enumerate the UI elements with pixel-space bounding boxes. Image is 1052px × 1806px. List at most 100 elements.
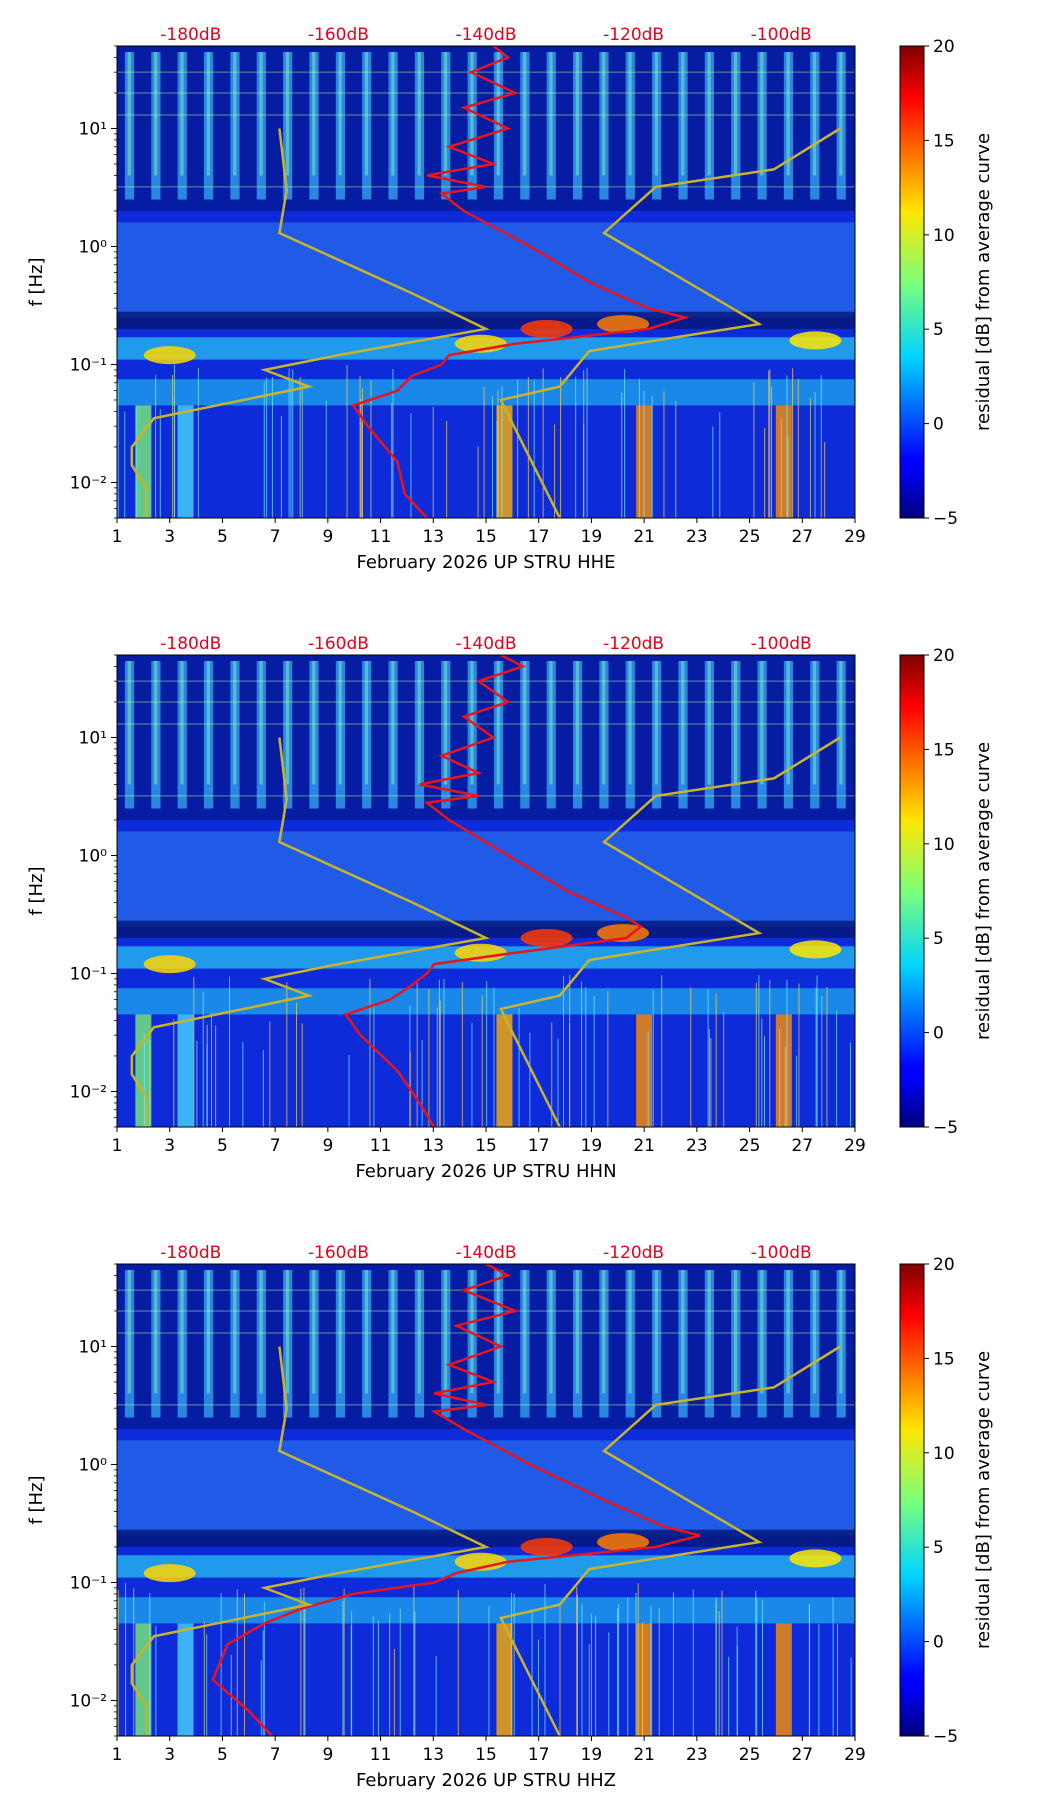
y-tick-label: 10⁻¹ (70, 355, 107, 375)
colorbar-tick-label: 10 (933, 226, 955, 246)
x-tick-label: 7 (270, 527, 281, 547)
x-tick-label: 11 (370, 1745, 392, 1765)
x-tick-label: 25 (739, 1745, 761, 1765)
x-tick-label: 17 (528, 1745, 550, 1765)
x-tick-label: 5 (217, 527, 228, 547)
x-tick-label: 27 (791, 1745, 813, 1765)
heatmap-image (117, 655, 855, 1127)
x-tick-label: 27 (791, 527, 813, 547)
x-tick-label: 13 (422, 1745, 444, 1765)
top-db-label: -160dB (308, 634, 369, 654)
x-tick-label: 15 (475, 1136, 497, 1156)
colorbar-tick-label: 20 (933, 646, 955, 666)
x-tick-label: 17 (528, 527, 550, 547)
colorbar-tick-label: −5 (933, 1118, 958, 1138)
y-tick-label: 10⁻¹ (70, 1573, 107, 1593)
x-tick-label: 5 (217, 1136, 228, 1156)
top-db-label: -100dB (751, 1243, 812, 1263)
x-tick-label: 1 (112, 527, 123, 547)
top-db-label: -160dB (308, 1243, 369, 1263)
top-db-label: -120dB (603, 1243, 664, 1263)
y-tick-label: 10⁰ (79, 237, 108, 257)
x-tick-label: 1 (112, 1136, 123, 1156)
x-tick-label: 1 (112, 1745, 123, 1765)
x-axis-label: February 2026 UP STRU HHN (355, 1161, 616, 1182)
noise-model-curve (130, 1346, 491, 1736)
heatmap-image (117, 1264, 855, 1736)
x-tick-label: 11 (370, 1136, 392, 1156)
x-tick-label: 19 (581, 1136, 603, 1156)
colorbar-label: residual [dB] from average curve (973, 133, 994, 431)
colorbar-gradient (899, 654, 925, 1128)
y-tick-label: 10¹ (79, 119, 107, 139)
y-axis-label: f [Hz] (26, 257, 47, 306)
x-tick-label: 9 (322, 1745, 333, 1765)
colorbar-tick-label: 0 (933, 1024, 944, 1044)
colorbar-gradient (899, 45, 925, 519)
top-db-label: -140dB (455, 634, 516, 654)
colorbar-tick-label: 15 (933, 740, 955, 760)
y-tick-label: 10⁻² (70, 473, 107, 493)
colorbar-gradient (899, 1263, 925, 1737)
x-tick-label: 3 (164, 527, 175, 547)
x-tick-label: 17 (528, 1136, 550, 1156)
x-tick-label: 23 (686, 527, 708, 547)
x-tick-label: 21 (633, 1136, 655, 1156)
x-tick-label: 19 (581, 527, 603, 547)
top-db-label: -180dB (160, 1243, 221, 1263)
x-tick-label: 21 (633, 527, 655, 547)
psd-curve (343, 655, 644, 1127)
top-db-label: -120dB (603, 25, 664, 45)
y-tick-label: 10⁰ (79, 1455, 108, 1475)
top-db-label: -100dB (751, 634, 812, 654)
colorbar-tick-label: 15 (933, 1349, 955, 1369)
top-db-label: -140dB (455, 1243, 516, 1263)
x-tick-label: 9 (322, 1136, 333, 1156)
x-tick-label: 23 (686, 1136, 708, 1156)
x-tick-label: 13 (422, 527, 444, 547)
x-tick-label: 15 (475, 1745, 497, 1765)
colorbar-tick-label: 5 (933, 320, 944, 340)
x-tick-label: 7 (270, 1136, 281, 1156)
psd-curve (211, 1264, 701, 1736)
x-tick-label: 25 (739, 527, 761, 547)
top-db-label: -180dB (160, 634, 221, 654)
colorbar-tick-label: −5 (933, 1727, 958, 1747)
top-db-label: -140dB (455, 25, 516, 45)
colorbar-tick-label: 20 (933, 37, 955, 57)
x-tick-label: 3 (164, 1745, 175, 1765)
colorbar-tick-label: 15 (933, 131, 955, 151)
y-tick-label: 10⁻¹ (70, 964, 107, 984)
x-tick-label: 7 (270, 1745, 281, 1765)
x-tick-label: 11 (370, 527, 392, 547)
x-tick-label: 29 (844, 1136, 866, 1156)
colorbar-label: residual [dB] from average curve (973, 1351, 994, 1649)
x-axis-label: February 2026 UP STRU HHZ (356, 1770, 616, 1791)
colorbar-tick-label: −5 (933, 509, 958, 529)
y-tick-label: 10⁻² (70, 1691, 107, 1711)
noise-model-curve (130, 737, 491, 1127)
x-axis-label: February 2026 UP STRU HHE (356, 552, 615, 573)
colorbar-tick-label: 10 (933, 1444, 955, 1464)
y-axis-label: f [Hz] (26, 866, 47, 915)
x-tick-label: 9 (322, 527, 333, 547)
x-tick-label: 29 (844, 1745, 866, 1765)
y-tick-label: 10⁻² (70, 1082, 107, 1102)
y-tick-label: 10¹ (79, 728, 107, 748)
x-tick-label: 27 (791, 1136, 813, 1156)
colorbar-label: residual [dB] from average curve (973, 742, 994, 1040)
x-tick-label: 5 (217, 1745, 228, 1765)
x-tick-label: 21 (633, 1745, 655, 1765)
colorbar-tick-label: 10 (933, 835, 955, 855)
noise-model-curve (498, 127, 841, 518)
x-tick-label: 15 (475, 527, 497, 547)
colorbar-tick-label: 0 (933, 1633, 944, 1653)
y-axis-label: f [Hz] (26, 1475, 47, 1524)
colorbar: −5 0 5 10 15 20 residual [dB] from average cur… (899, 37, 994, 529)
y-tick-label: 10¹ (79, 1337, 107, 1357)
colorbar-tick-label: 5 (933, 929, 944, 949)
noise-model-curve (498, 1345, 841, 1736)
